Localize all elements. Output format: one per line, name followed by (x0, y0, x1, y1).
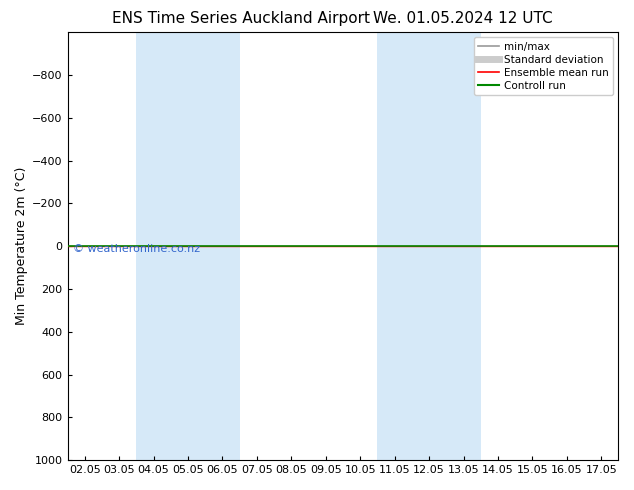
Bar (377, 32, 481, 460)
Y-axis label: Min Temperature 2m (°C): Min Temperature 2m (°C) (15, 167, 28, 325)
Text: © weatheronline.co.nz: © weatheronline.co.nz (73, 244, 200, 254)
Text: We. 01.05.2024 12 UTC: We. 01.05.2024 12 UTC (373, 11, 553, 26)
Bar (136, 32, 240, 460)
Legend: min/max, Standard deviation, Ensemble mean run, Controll run: min/max, Standard deviation, Ensemble me… (474, 37, 613, 95)
Text: ENS Time Series Auckland Airport: ENS Time Series Auckland Airport (112, 11, 370, 26)
